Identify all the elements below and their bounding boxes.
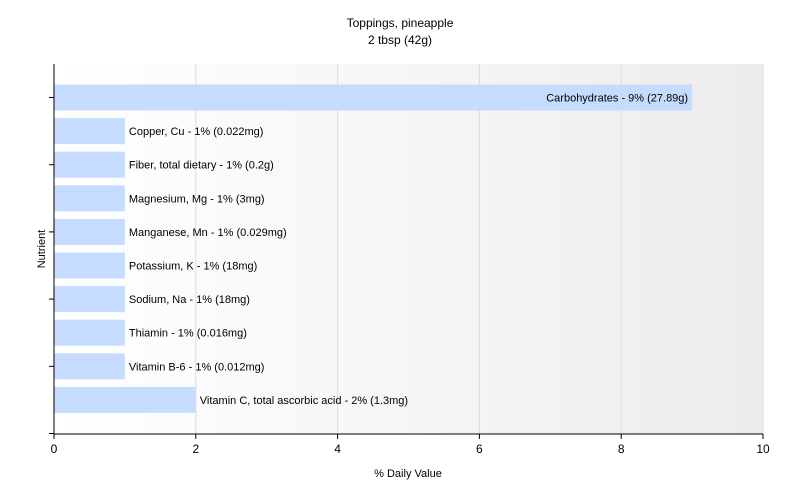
bar-label: Thiamin - 1% (0.016mg) (129, 328, 247, 340)
bar-labels: Carbohydrates - 9% (27.89g) Copper, Cu - … (129, 93, 688, 407)
y-axis-label: Nutrient (36, 230, 48, 269)
bar-label: Potassium, K - 1% (18mg) (129, 261, 257, 273)
plot-area (54, 64, 763, 434)
bar-label: Copper, Cu - 1% (0.022mg) (129, 126, 264, 138)
bar-label: Fiber, total dietary - 1% (0.2g) (129, 160, 274, 172)
x-tick-label: 4 (334, 442, 341, 456)
bar-label: Magnesium, Mg - 1% (3mg) (129, 193, 265, 205)
bar-label: Sodium, Na - 1% (18mg) (129, 294, 250, 306)
chart-subtitle: 2 tbsp (42g) (368, 33, 432, 47)
chart-title: Toppings, pineapple (347, 16, 454, 30)
bars (54, 84, 693, 413)
x-axis-label: % Daily Value (374, 468, 442, 480)
x-tick-label: 10 (756, 442, 770, 456)
bar (54, 151, 125, 178)
x-tick-label: 0 (51, 442, 58, 456)
bar-label: Vitamin C, total ascorbic acid - 2% (1.3… (200, 395, 408, 407)
bar (54, 118, 125, 145)
bar-label: Manganese, Mn - 1% (0.029mg) (129, 227, 287, 239)
bar-label: Carbohydrates - 9% (27.89g) (546, 93, 688, 105)
bar (54, 185, 125, 212)
x-tick-label: 8 (618, 442, 625, 456)
bar-label: Vitamin B-6 - 1% (0.012mg) (129, 361, 265, 373)
bar (54, 218, 125, 245)
bar (54, 319, 125, 346)
bar (54, 386, 196, 413)
bar (54, 353, 125, 380)
bar (54, 252, 125, 279)
gridlines (195, 64, 764, 434)
bar (54, 286, 125, 313)
x-tick-label: 2 (192, 442, 199, 456)
y-ticks (49, 97, 54, 434)
x-ticks: 0 2 4 6 8 10 (51, 434, 770, 456)
bar (54, 84, 693, 111)
x-tick-label: 6 (476, 442, 483, 456)
